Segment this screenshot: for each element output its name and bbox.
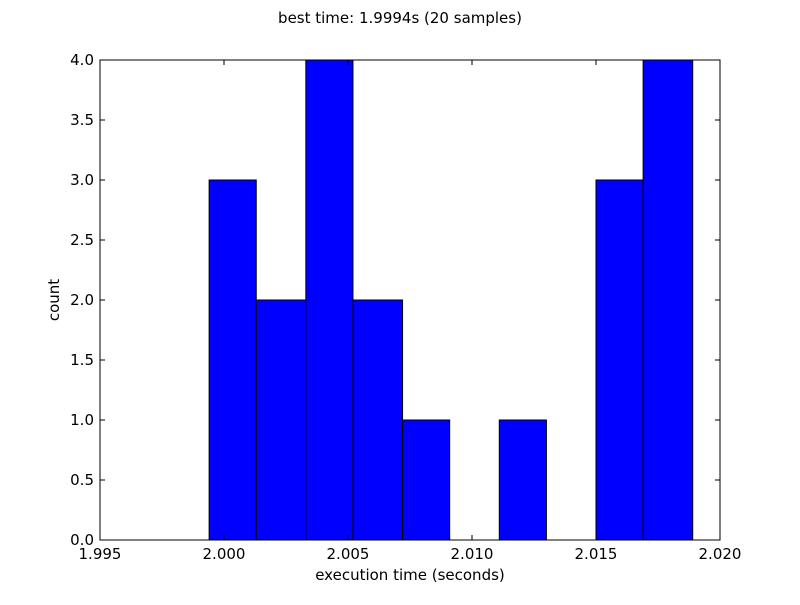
y-tick-label: 3.5	[70, 111, 94, 129]
y-tick-label: 1.0	[70, 411, 94, 429]
y-axis-label: count	[45, 279, 63, 321]
ticks-group: 1.995 2.000 2.005 2.010 2.015 2.020 0.0 0.5 1.0 1…	[70, 51, 741, 563]
y-tick-label: 4.0	[70, 51, 94, 69]
histogram-bar-4	[402, 419, 451, 541]
histogram-bar-6	[498, 419, 547, 541]
y-tick-label: 0.5	[70, 471, 94, 489]
histogram-bar-8	[595, 179, 644, 541]
x-tick-label: 2.015	[575, 545, 618, 563]
histogram-bar-3	[352, 299, 404, 541]
chart-title: best time: 1.9994s (20 samples)	[278, 9, 522, 27]
histogram-bar-0	[208, 179, 257, 541]
y-tick-label: 0.0	[70, 531, 94, 549]
plot-frame	[99, 59, 721, 541]
x-tick-label: 2.005	[327, 545, 370, 563]
x-tick-label: 1.995	[79, 545, 122, 563]
x-tick-label: 2.010	[451, 545, 494, 563]
y-tick-label: 3.0	[70, 171, 94, 189]
histogram-bar-1	[255, 299, 307, 541]
y-tick-label: 2.0	[70, 291, 94, 309]
y-tick-label: 2.5	[70, 231, 94, 249]
x-axis-label: execution time (seconds)	[315, 566, 505, 584]
y-tick-label: 1.5	[70, 351, 94, 369]
bars-group	[208, 59, 694, 541]
x-tick-label: 2.000	[203, 545, 246, 563]
histogram-bar-9	[642, 59, 694, 541]
histogram-bar-2	[305, 59, 354, 541]
x-tick-label: 2.020	[699, 545, 742, 563]
